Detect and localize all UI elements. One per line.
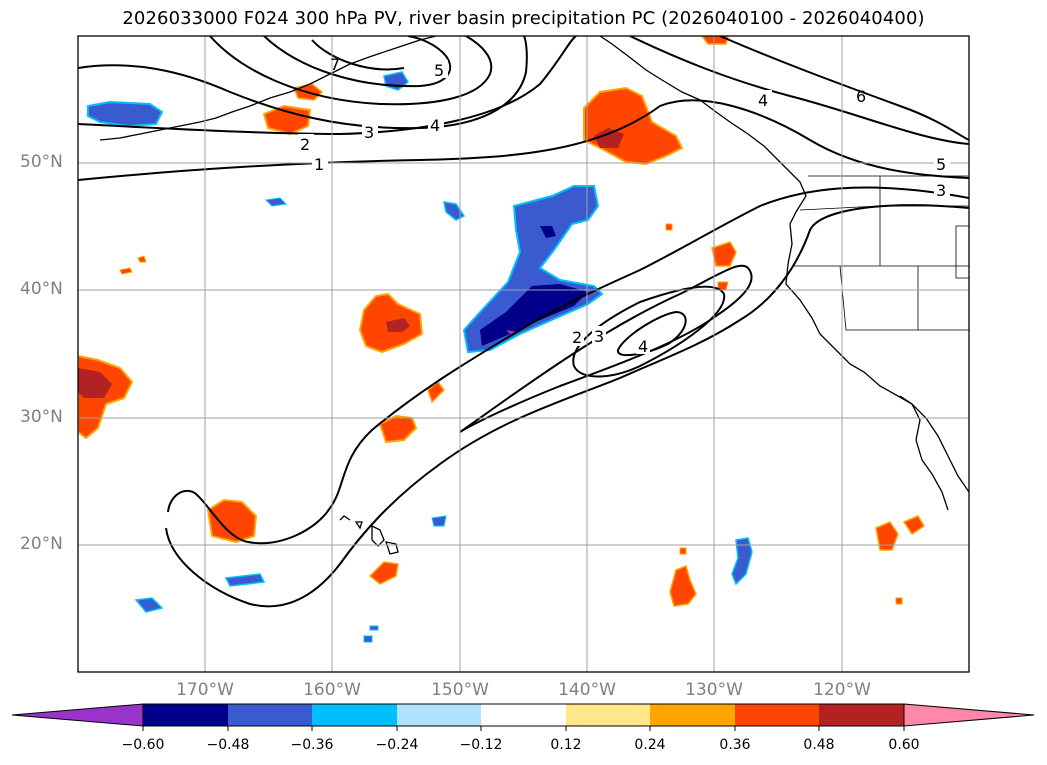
coastlines bbox=[99, 36, 969, 555]
precip-blob bbox=[224, 573, 266, 587]
precip-blob bbox=[119, 267, 133, 275]
map-plot-area bbox=[78, 36, 969, 672]
contour-label: 2 bbox=[572, 328, 582, 347]
precip-blob bbox=[369, 625, 379, 631]
colorbar-tick-label: 0.48 bbox=[803, 737, 835, 753]
lon-tick-label: 140°W bbox=[558, 680, 616, 700]
pv-contours bbox=[78, 36, 969, 608]
precip-blob bbox=[427, 380, 445, 404]
colorbar-segment bbox=[312, 704, 397, 726]
lon-tick-label: 120°W bbox=[813, 680, 871, 700]
precip-blob bbox=[462, 185, 604, 354]
colorbar-segment bbox=[819, 704, 904, 726]
colorbar-tick-label: −0.12 bbox=[459, 737, 503, 753]
colorbar-tick-label: 0.36 bbox=[719, 737, 751, 753]
precip-blob bbox=[731, 537, 753, 586]
contour-label: 6 bbox=[856, 87, 866, 106]
colorbar-tick-label: −0.36 bbox=[290, 737, 334, 753]
precip-blob bbox=[679, 547, 687, 555]
contour-label: 2 bbox=[300, 135, 310, 154]
contour-label: 4 bbox=[638, 337, 648, 356]
colorbar-segment bbox=[228, 704, 312, 726]
colorbar-segment bbox=[143, 704, 228, 726]
lon-tick-label: 160°W bbox=[303, 680, 361, 700]
precip-blob bbox=[386, 318, 410, 332]
precip-blob bbox=[87, 100, 164, 128]
precip-blob bbox=[594, 128, 624, 148]
precip-blob bbox=[701, 36, 729, 45]
contour-label: 1 bbox=[314, 155, 324, 174]
colorbar-tick-label: −0.60 bbox=[121, 737, 165, 753]
precip-blob bbox=[264, 197, 288, 207]
precip-blob bbox=[665, 223, 673, 231]
contour-label: 4 bbox=[430, 116, 440, 135]
precip-blob bbox=[669, 564, 697, 607]
contour-label: 5 bbox=[434, 61, 444, 80]
contour-label: 4 bbox=[758, 91, 768, 110]
lat-tick-label: 20°N bbox=[20, 534, 63, 554]
precip-blob bbox=[540, 226, 556, 238]
precip-blob bbox=[902, 515, 926, 536]
colorbar-segment bbox=[481, 704, 566, 726]
colorbar-tick-label: 0.60 bbox=[888, 737, 920, 753]
contour-label: 3 bbox=[594, 327, 604, 346]
precip-blob bbox=[431, 515, 447, 527]
colorbar-segment bbox=[566, 704, 650, 726]
precip-blob bbox=[363, 635, 373, 643]
colorbar-tick-label: 0.24 bbox=[634, 737, 666, 753]
colorbar bbox=[11, 703, 1035, 731]
colorbar-extend-high bbox=[903, 703, 1035, 727]
precip-shading bbox=[78, 36, 926, 643]
lat-tick-label: 40°N bbox=[20, 279, 63, 299]
contour-label: 7 bbox=[330, 55, 340, 74]
contour-label: 3 bbox=[364, 123, 374, 142]
lon-tick-label: 130°W bbox=[685, 680, 743, 700]
precip-blob bbox=[137, 255, 147, 263]
precip-blob bbox=[711, 241, 737, 267]
lon-tick-label: 170°W bbox=[176, 680, 234, 700]
gridlines bbox=[78, 36, 969, 672]
contour-label: 5 bbox=[936, 155, 946, 174]
colorbar-extend-low bbox=[11, 703, 144, 727]
colorbar-segment bbox=[650, 704, 735, 726]
lat-tick-label: 30°N bbox=[20, 407, 63, 427]
precip-blob bbox=[134, 597, 164, 613]
lat-tick-label: 50°N bbox=[20, 152, 63, 172]
precip-blob bbox=[378, 414, 418, 444]
precip-blob bbox=[506, 330, 518, 336]
precip-blob bbox=[262, 104, 312, 136]
colorbar-tick-label: −0.48 bbox=[206, 737, 250, 753]
map-frame bbox=[77, 35, 970, 673]
colorbar-segment bbox=[397, 704, 481, 726]
colorbar-tick-label: −0.24 bbox=[375, 737, 419, 753]
contour-label: 3 bbox=[936, 181, 946, 200]
lon-tick-label: 150°W bbox=[431, 680, 489, 700]
precip-blob bbox=[206, 498, 258, 544]
colorbar-segment bbox=[735, 704, 819, 726]
precip-blob bbox=[78, 368, 112, 398]
precip-blob bbox=[895, 597, 903, 605]
precip-blob bbox=[368, 561, 399, 585]
map-title: 2026033000 F024 300 hPa PV, river basin … bbox=[122, 8, 925, 29]
colorbar-tick-label: 0.12 bbox=[550, 737, 582, 753]
precip-blob bbox=[875, 521, 899, 551]
